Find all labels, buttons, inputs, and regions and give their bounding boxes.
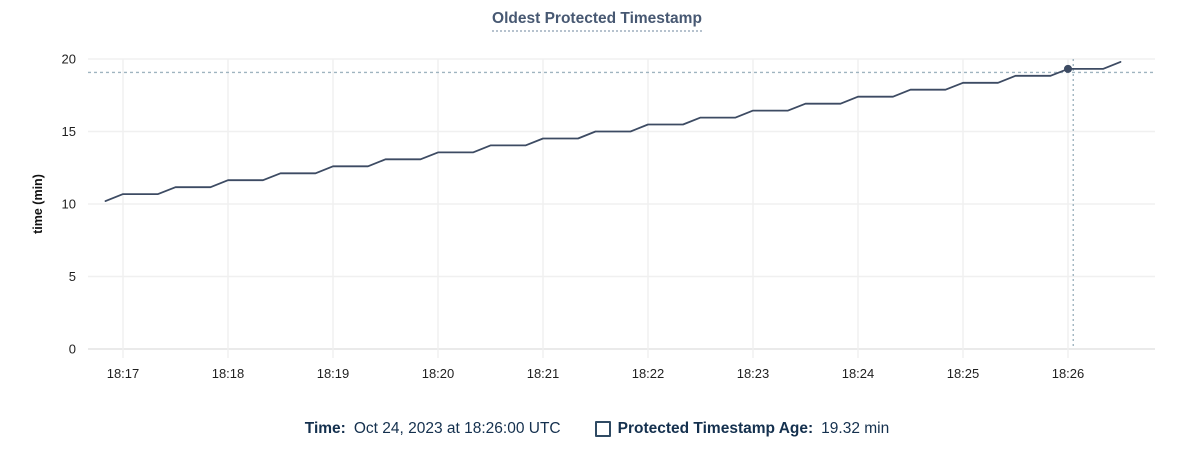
y-tick-label: 0 (69, 342, 76, 357)
y-tick-label: 5 (69, 269, 76, 284)
hover-point (1064, 64, 1072, 73)
legend-series-label: Protected Timestamp Age: (617, 420, 814, 437)
y-gridlines: 0 5 10 15 20 (62, 52, 1155, 357)
x-tick-label: 18:23 (737, 366, 770, 381)
y-tick-label: 20 (62, 52, 76, 67)
legend-time-group: Time: Oct 24, 2023 at 18:26:00 UTC (305, 420, 561, 438)
legend-time-value: Oct 24, 2023 at 18:26:00 UTC (353, 420, 561, 437)
legend-time-label: Time: (304, 420, 346, 437)
x-tick-label: 18:22 (632, 366, 665, 381)
legend-series-value: 19.32 min (821, 420, 890, 437)
x-tick-label: 18:17 (107, 366, 140, 381)
x-gridlines: 18:17 18:18 18:19 18:20 18:21 18:22 18:23 18:24… (107, 59, 1085, 381)
x-tick-label: 18:25 (947, 366, 980, 381)
x-tick-label: 18:26 (1052, 366, 1085, 381)
x-tick-label: 18:18 (212, 366, 245, 381)
x-tick-label: 18:21 (527, 366, 560, 381)
x-tick-label: 18:20 (422, 366, 455, 381)
series-checkbox[interactable] (594, 421, 611, 437)
legend-row: Time: Oct 24, 2023 at 18:26:00 UTC Prote… (0, 420, 1194, 438)
x-tick-label: 18:19 (317, 366, 350, 381)
chart-title-row: Oldest Protected Timestamp (0, 10, 1194, 32)
y-tick-label: 10 (62, 197, 76, 212)
series-line (104, 61, 1122, 202)
legend-series-item[interactable]: Protected Timestamp Age: 19.32 min (594, 420, 890, 438)
chart-title[interactable]: Oldest Protected Timestamp (492, 10, 702, 32)
x-tick-label: 18:24 (842, 366, 875, 381)
crosshair (88, 59, 1155, 349)
y-tick-label: 15 (62, 124, 76, 139)
